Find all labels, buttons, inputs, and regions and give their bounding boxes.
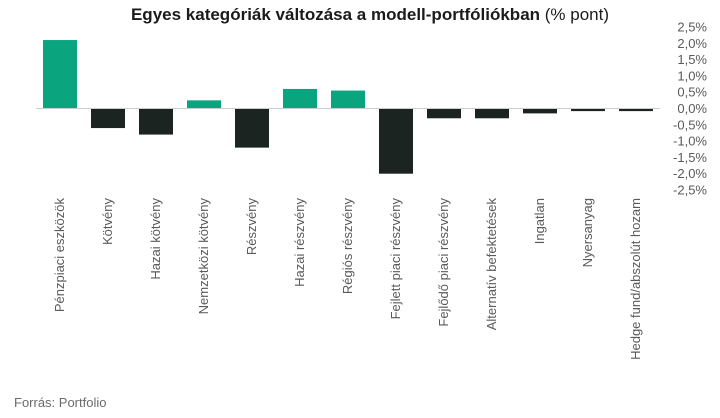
source-note: Forrás: Portfolio [14, 395, 107, 410]
y-tick-label: 0,0% [677, 101, 707, 116]
bar-11 [571, 108, 605, 112]
y-tick-label: 1,5% [677, 52, 707, 67]
x-category-label: Pénzpiaci eszközök [52, 198, 67, 313]
y-axis: 2,5%2,0%1,5%1,0%0,5%0,0%-0,5%-1,0%-1,5%-… [673, 20, 707, 198]
y-tick-label: -0,5% [673, 117, 707, 132]
x-category-label: Fejlett piaci részvény [388, 198, 403, 320]
bar-3 [187, 100, 221, 109]
y-tick-label: -2,5% [673, 183, 707, 198]
bars-group [43, 40, 653, 174]
bar-9 [475, 108, 509, 119]
x-category-label: Hedge fund/abszolút hozam [628, 198, 643, 360]
bar-8 [427, 108, 461, 119]
bar-2 [139, 108, 173, 135]
y-tick-label: 2,0% [677, 36, 707, 51]
x-axis: Pénzpiaci eszközök Kötvény Hazai kötvény Ne… [52, 198, 643, 360]
y-tick-label: -2,0% [673, 166, 707, 181]
x-category-label: Kötvény [100, 198, 115, 245]
y-tick-label: -1,0% [673, 134, 707, 149]
y-tick-label: 0,5% [677, 85, 707, 100]
x-category-label: Fejlődő piaci részvény [436, 198, 451, 327]
x-category-label: Hazai részvény [292, 198, 307, 287]
bar-4 [235, 108, 269, 148]
chart-title-main: Egyes kategóriák változása a modell-port… [130, 5, 541, 24]
x-category-label: Részvény [244, 198, 259, 256]
y-tick-label: 2,5% [677, 20, 707, 35]
chart-title: Egyes kategóriák változása a modell-port… [0, 5, 720, 25]
bar-6 [331, 90, 365, 109]
x-category-label: Alternatív befektetések [484, 198, 499, 331]
x-category-label: Ingatlan [532, 198, 547, 244]
bar-10 [523, 108, 557, 114]
bar-7 [379, 108, 413, 174]
bar-0 [43, 40, 77, 109]
x-category-label: Hazai kötvény [148, 198, 163, 280]
y-tick-label: -1,5% [673, 150, 707, 165]
x-category-label: Nyersanyag [580, 198, 595, 267]
bar-12 [619, 108, 653, 112]
x-category-label: Régiós részvény [340, 198, 355, 295]
bar-5 [283, 88, 317, 109]
y-tick-label: 1,0% [677, 68, 707, 83]
x-category-label: Nemzetközi kötvény [196, 198, 211, 315]
bar-1 [91, 108, 125, 129]
chart-title-unit: (% pont) [544, 5, 610, 24]
